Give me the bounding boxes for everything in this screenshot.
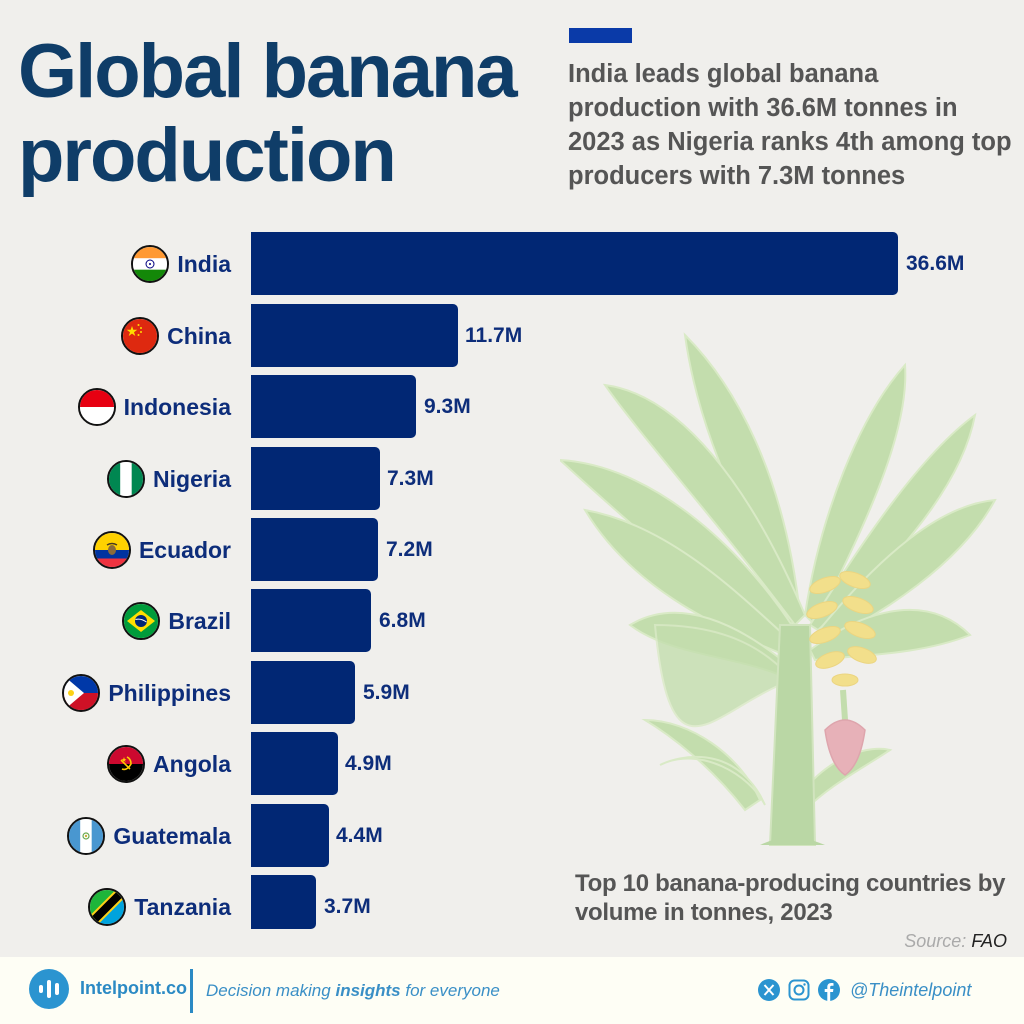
banana-plant-illustration [560,332,997,846]
title-line-1: Global banana [18,29,518,114]
indonesia-flag-icon [77,388,116,426]
brazil-flag-icon [122,602,161,640]
bar-guatemala [251,804,329,867]
value-label: 36.6M [906,252,965,275]
facebook-icon[interactable] [818,979,840,1001]
country-name: Nigeria [153,465,231,492]
source-label: Source: [904,931,967,951]
bar-tanzania [251,875,316,929]
country-label: India [131,232,231,296]
country-name: Angola [153,750,231,777]
value-label: 3.7M [324,895,371,918]
bar-indonesia [251,375,416,438]
ecuador-flag-icon [92,531,131,569]
country-name: Indonesia [123,393,231,420]
bar-brazil [251,589,371,652]
chart-row-philippines: Philippines 5.9M [0,661,1024,725]
country-label: Philippines [62,661,231,725]
bar-philippines [251,661,355,724]
country-label: Guatemala [67,804,231,868]
nigeria-flag-icon [107,460,146,498]
country-label: Tanzania [88,875,231,939]
brand-name[interactable]: Intelpoint.co [80,978,187,998]
bar-chart: India 36.6M China 11.7M Indonesia 9.3M [0,232,1024,939]
title-line-2: production [18,113,397,198]
tagline-bold: insights [335,981,401,1000]
subtitle: India leads global banana production wit… [568,60,1012,190]
chart-row-indonesia: Indonesia 9.3M [0,375,1024,439]
country-label: Ecuador [92,518,231,582]
value-label: 11.7M [465,324,523,347]
bar-nigeria [251,447,380,510]
bar-angola [251,732,338,795]
country-name: Tanzania [134,893,231,920]
angola-flag-icon [107,745,146,783]
country-name: Brazil [168,607,231,634]
country-name: Philippines [108,679,231,706]
philippines-flag-icon [62,674,101,712]
tagline-post: for everyone [405,981,500,1000]
intelpoint-logo-icon[interactable] [29,969,69,1009]
tagline: Decision making insights for everyone [206,981,500,1001]
country-name: India [177,250,231,277]
country-name: Ecuador [138,536,231,563]
bar-india [251,232,898,295]
country-label: Brazil [122,589,231,653]
footer-divider [190,969,193,1013]
chart-row-china: China 11.7M [0,304,1024,368]
guatemala-flag-icon [67,817,106,855]
bar-china [251,304,458,367]
chart-row-ecuador: Ecuador 7.2M [0,518,1024,582]
chart-row-tanzania: Tanzania 3.7M [0,875,1024,939]
social-handle[interactable]: @Theintelpoint [850,979,972,1000]
page-title: Global banana production [18,30,558,198]
chart-row-angola: Angola 4.9M [0,732,1024,796]
china-flag-icon [121,317,160,355]
tanzania-flag-icon [88,888,127,926]
country-name: China [167,322,231,349]
footer: Intelpoint.co Decision making insights f… [0,957,1024,1024]
country-label: Angola [107,732,231,796]
source-note: Source: FAO [904,931,1007,952]
chart-row-india: India 36.6M [0,232,1024,296]
bar-ecuador [251,518,378,581]
instagram-icon[interactable] [788,979,810,1001]
country-label: Nigeria [107,447,231,511]
x-icon[interactable] [758,979,780,1001]
tagline-pre: Decision making [206,981,331,1000]
value-label: 5.9M [363,681,410,704]
chart-caption: Top 10 banana-producing countries by vol… [575,870,1006,926]
value-label: 7.3M [387,467,434,490]
value-label: 7.2M [386,538,433,561]
country-label: Indonesia [77,375,231,439]
chart-row-brazil: Brazil 6.8M [0,589,1024,653]
country-label: China [121,304,231,368]
chart-row-nigeria: Nigeria 7.3M [0,447,1024,511]
accent-bar [569,28,632,43]
value-label: 9.3M [424,395,471,418]
social-links: @Theintelpoint [758,979,971,1001]
source-value: FAO [971,931,1007,951]
chart-row-guatemala: Guatemala 4.4M [0,804,1024,868]
value-label: 4.9M [345,752,392,775]
india-flag-icon [131,245,170,283]
country-name: Guatemala [113,822,231,849]
value-label: 4.4M [336,824,383,847]
value-label: 6.8M [379,609,426,632]
